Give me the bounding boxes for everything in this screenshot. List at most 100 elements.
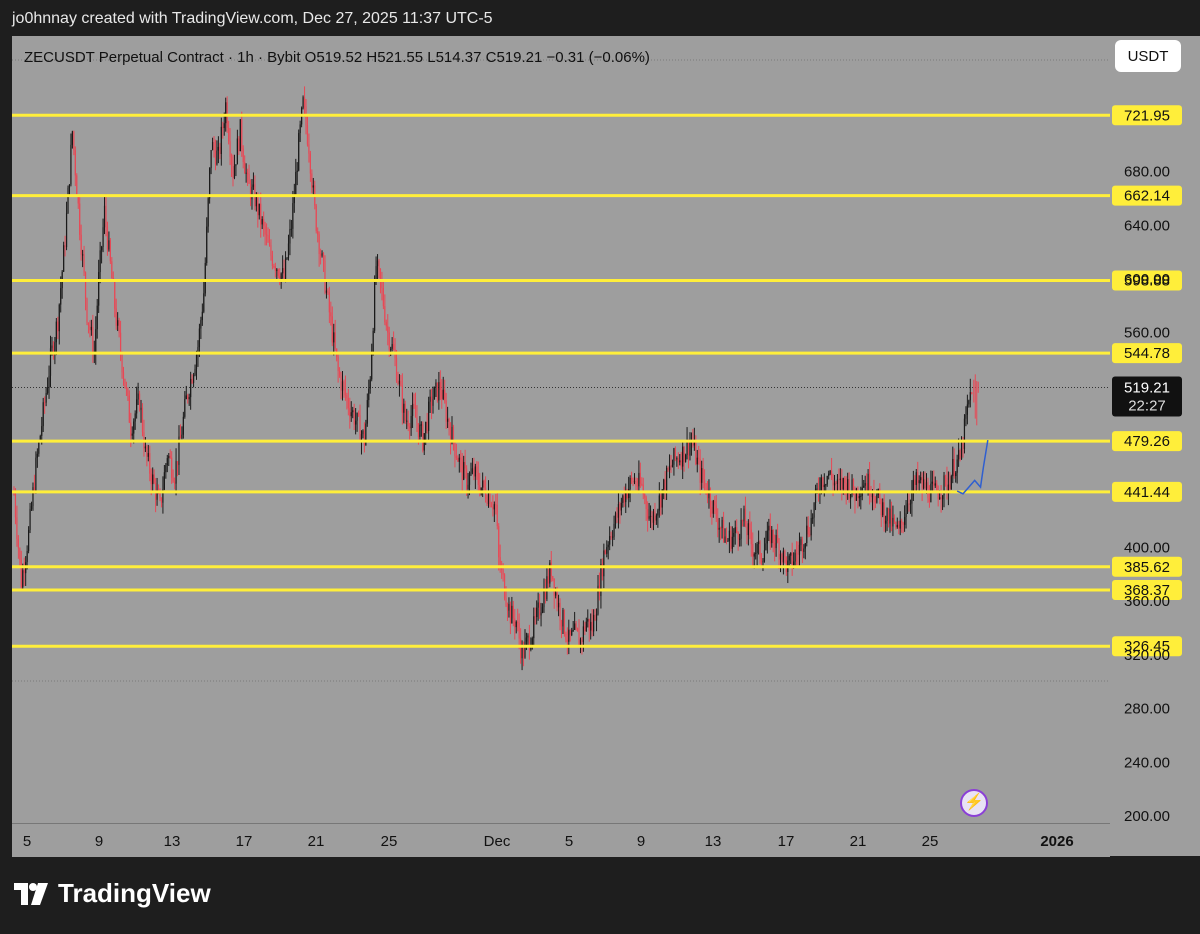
currency-button[interactable]: USDT [1115, 40, 1181, 72]
candle-body [838, 479, 840, 481]
candle-body [433, 386, 436, 400]
candle-body [223, 123, 225, 129]
candle-body [820, 477, 822, 491]
candle-body [238, 138, 240, 152]
candle-body [953, 458, 955, 477]
candle-body [438, 382, 440, 401]
candle-body [401, 385, 403, 413]
candle-body [595, 614, 598, 621]
time-axis[interactable] [12, 823, 1110, 857]
candle-body [111, 261, 113, 279]
candle-body [303, 97, 306, 107]
candle-body [886, 508, 888, 521]
candle-body [239, 119, 241, 152]
x-tick-label: 21 [308, 833, 325, 850]
candle-body [578, 631, 580, 647]
candle-body [499, 557, 501, 569]
candle-body [293, 195, 295, 204]
candle-body [576, 628, 579, 632]
candle-body [668, 465, 671, 471]
candle-body [55, 321, 57, 343]
candle-body [362, 430, 364, 435]
candle-body [228, 127, 230, 142]
candle-body [352, 410, 354, 413]
y-tick-label: 680.00 [1124, 164, 1170, 181]
candle-body [600, 563, 602, 597]
candle-body [439, 382, 441, 391]
plot-area[interactable] [12, 36, 1110, 856]
candle-body [658, 495, 660, 511]
candle-body [502, 569, 504, 575]
candle-body [346, 395, 348, 399]
candle-body [604, 550, 606, 554]
candle-body [890, 508, 893, 527]
candle-body [790, 552, 792, 556]
y-tick-label: 280.00 [1124, 701, 1170, 718]
candle-body [959, 450, 961, 460]
candle-body [925, 482, 928, 489]
candle-body [673, 448, 675, 465]
candle-body [487, 493, 490, 505]
x-tick-label: 9 [637, 833, 645, 850]
candle-body [349, 408, 351, 417]
candle-body [876, 494, 878, 503]
candle-body [776, 535, 779, 543]
x-tick-label: 2026 [1040, 833, 1073, 850]
candle-body [325, 290, 328, 293]
candle-body [63, 245, 65, 272]
candle-body [286, 257, 288, 259]
candle-body [46, 387, 49, 393]
candle-body [832, 478, 834, 486]
candle-body [70, 144, 72, 185]
candle-body [210, 149, 212, 169]
candle-body [174, 481, 176, 484]
candle-body [264, 225, 266, 235]
candle-body [493, 504, 495, 510]
candle-body [657, 510, 659, 516]
candle-body [568, 629, 570, 642]
candle-body [298, 133, 300, 171]
candle-body [442, 389, 444, 399]
candle-body [899, 520, 901, 529]
level-tag [1112, 556, 1182, 577]
candle-body [785, 557, 787, 573]
lightning-bolt-icon[interactable]: ⚡ [960, 789, 988, 817]
candle-body [479, 484, 481, 494]
candle-body [905, 513, 907, 517]
candle-body [391, 344, 393, 349]
candle-body [584, 626, 586, 632]
candle-body [833, 482, 836, 486]
candle-body [73, 131, 75, 151]
candle-body [461, 459, 463, 480]
candle-body [714, 500, 716, 506]
candle-body [233, 166, 236, 178]
y-tick-label: 600.00 [1124, 271, 1170, 288]
candle-body [146, 446, 148, 457]
candle-body [444, 389, 446, 401]
candle-body [375, 266, 377, 282]
candle-body [141, 407, 144, 433]
candle-body [511, 605, 513, 624]
candle-body [270, 245, 272, 256]
candle-body [863, 485, 865, 488]
candle-body [127, 388, 129, 396]
candle-body [758, 541, 760, 545]
candle-body [181, 434, 183, 439]
x-tick-label: 13 [164, 833, 181, 850]
candle-body [633, 480, 636, 483]
candle-body [759, 541, 761, 559]
candle-body [406, 420, 408, 422]
candle-body [651, 515, 653, 523]
candle-body [125, 387, 128, 389]
candle-body [559, 602, 561, 621]
candle-body [119, 332, 122, 354]
candle-body [384, 306, 386, 323]
candle-body [184, 399, 186, 417]
level-lines: 721.95 662.14 598.88 544.78 479.26 441.44 385.… [12, 105, 1182, 657]
candle-body [353, 410, 355, 425]
candle-body [706, 492, 709, 499]
candle-body [92, 326, 94, 354]
candle-body [941, 495, 944, 500]
candle-body [536, 607, 538, 618]
candle-body [581, 639, 583, 643]
